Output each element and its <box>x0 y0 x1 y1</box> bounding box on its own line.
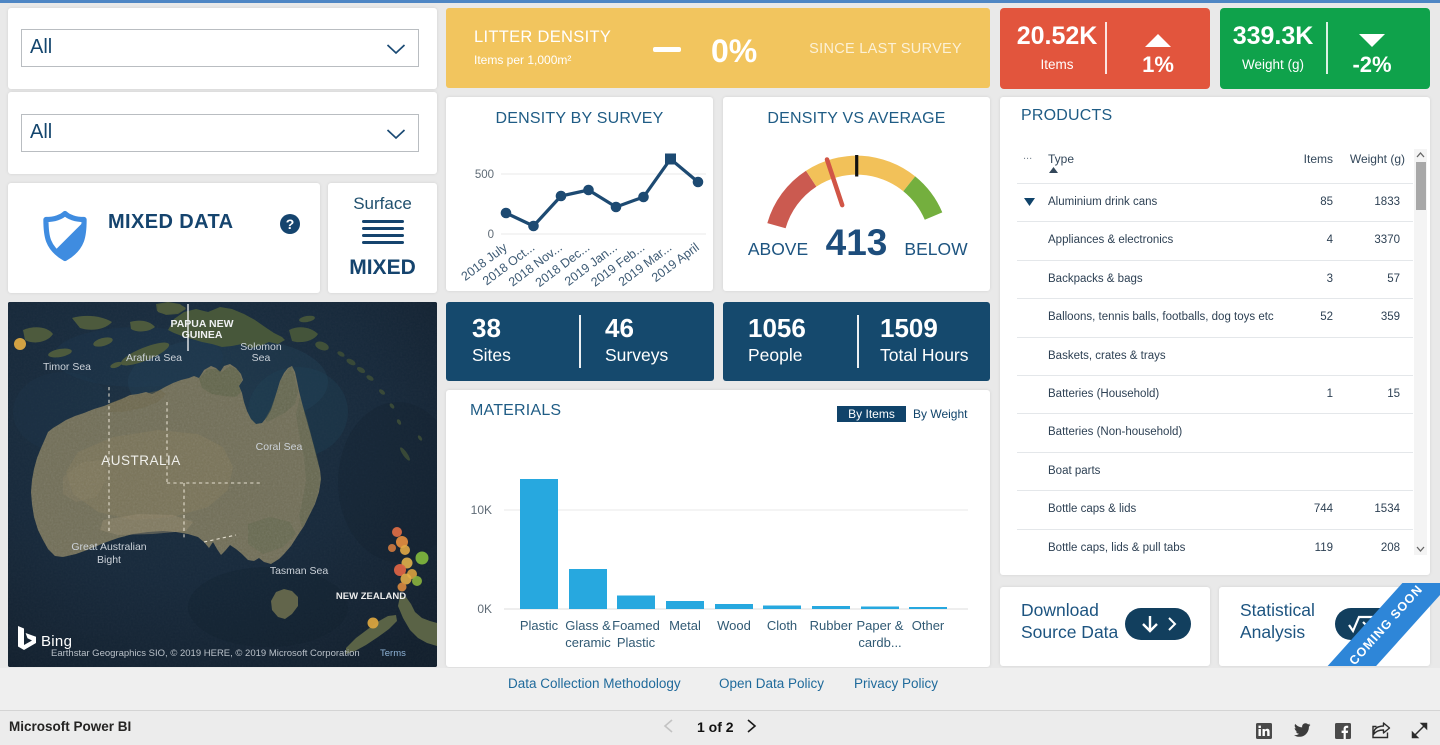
svg-text:Foamed: Foamed <box>612 618 660 633</box>
svg-text:Coral Sea: Coral Sea <box>256 441 303 453</box>
svg-text:ABOVE: ABOVE <box>748 239 808 259</box>
svg-text:Solomon: Solomon <box>240 341 282 353</box>
svg-text:0K: 0K <box>477 602 492 616</box>
svg-text:500: 500 <box>475 169 494 181</box>
svg-text:PAPUA NEW: PAPUA NEW <box>171 318 234 330</box>
svg-text:Paper &: Paper & <box>857 618 904 633</box>
svg-text:AUSTRALIA: AUSTRALIA <box>101 453 181 468</box>
svg-text:Other: Other <box>912 618 945 633</box>
svg-text:Cloth: Cloth <box>767 618 797 633</box>
svg-text:BELOW: BELOW <box>904 239 968 259</box>
svg-text:Sea: Sea <box>252 352 271 364</box>
svg-text:ceramic: ceramic <box>565 635 611 650</box>
svg-text:Wood: Wood <box>717 618 751 633</box>
svg-text:Arafura Sea: Arafura Sea <box>126 352 182 364</box>
svg-text:Great Australian: Great Australian <box>71 541 146 553</box>
svg-text:Metal: Metal <box>669 618 701 633</box>
svg-text:Bight: Bight <box>97 554 121 566</box>
svg-text:GUINEA: GUINEA <box>182 329 223 341</box>
svg-text:Bing: Bing <box>41 633 72 650</box>
svg-text:NEW ZEALAND: NEW ZEALAND <box>336 591 406 602</box>
svg-text:Timor Sea: Timor Sea <box>43 361 91 373</box>
svg-text:Plastic: Plastic <box>617 635 656 650</box>
svg-text:Plastic: Plastic <box>520 618 559 633</box>
svg-text:Terms: Terms <box>380 648 406 659</box>
svg-text:cardb...: cardb... <box>858 635 901 650</box>
svg-text:10K: 10K <box>471 503 492 517</box>
svg-text:0: 0 <box>488 229 494 241</box>
svg-text:Earthstar Geographics SIO, © 2: Earthstar Geographics SIO, © 2019 HERE, … <box>51 648 360 659</box>
svg-text:413: 413 <box>826 222 888 263</box>
svg-text:Rubber: Rubber <box>810 618 853 633</box>
svg-text:Tasman Sea: Tasman Sea <box>270 565 329 577</box>
svg-text:Glass &: Glass & <box>565 618 611 633</box>
